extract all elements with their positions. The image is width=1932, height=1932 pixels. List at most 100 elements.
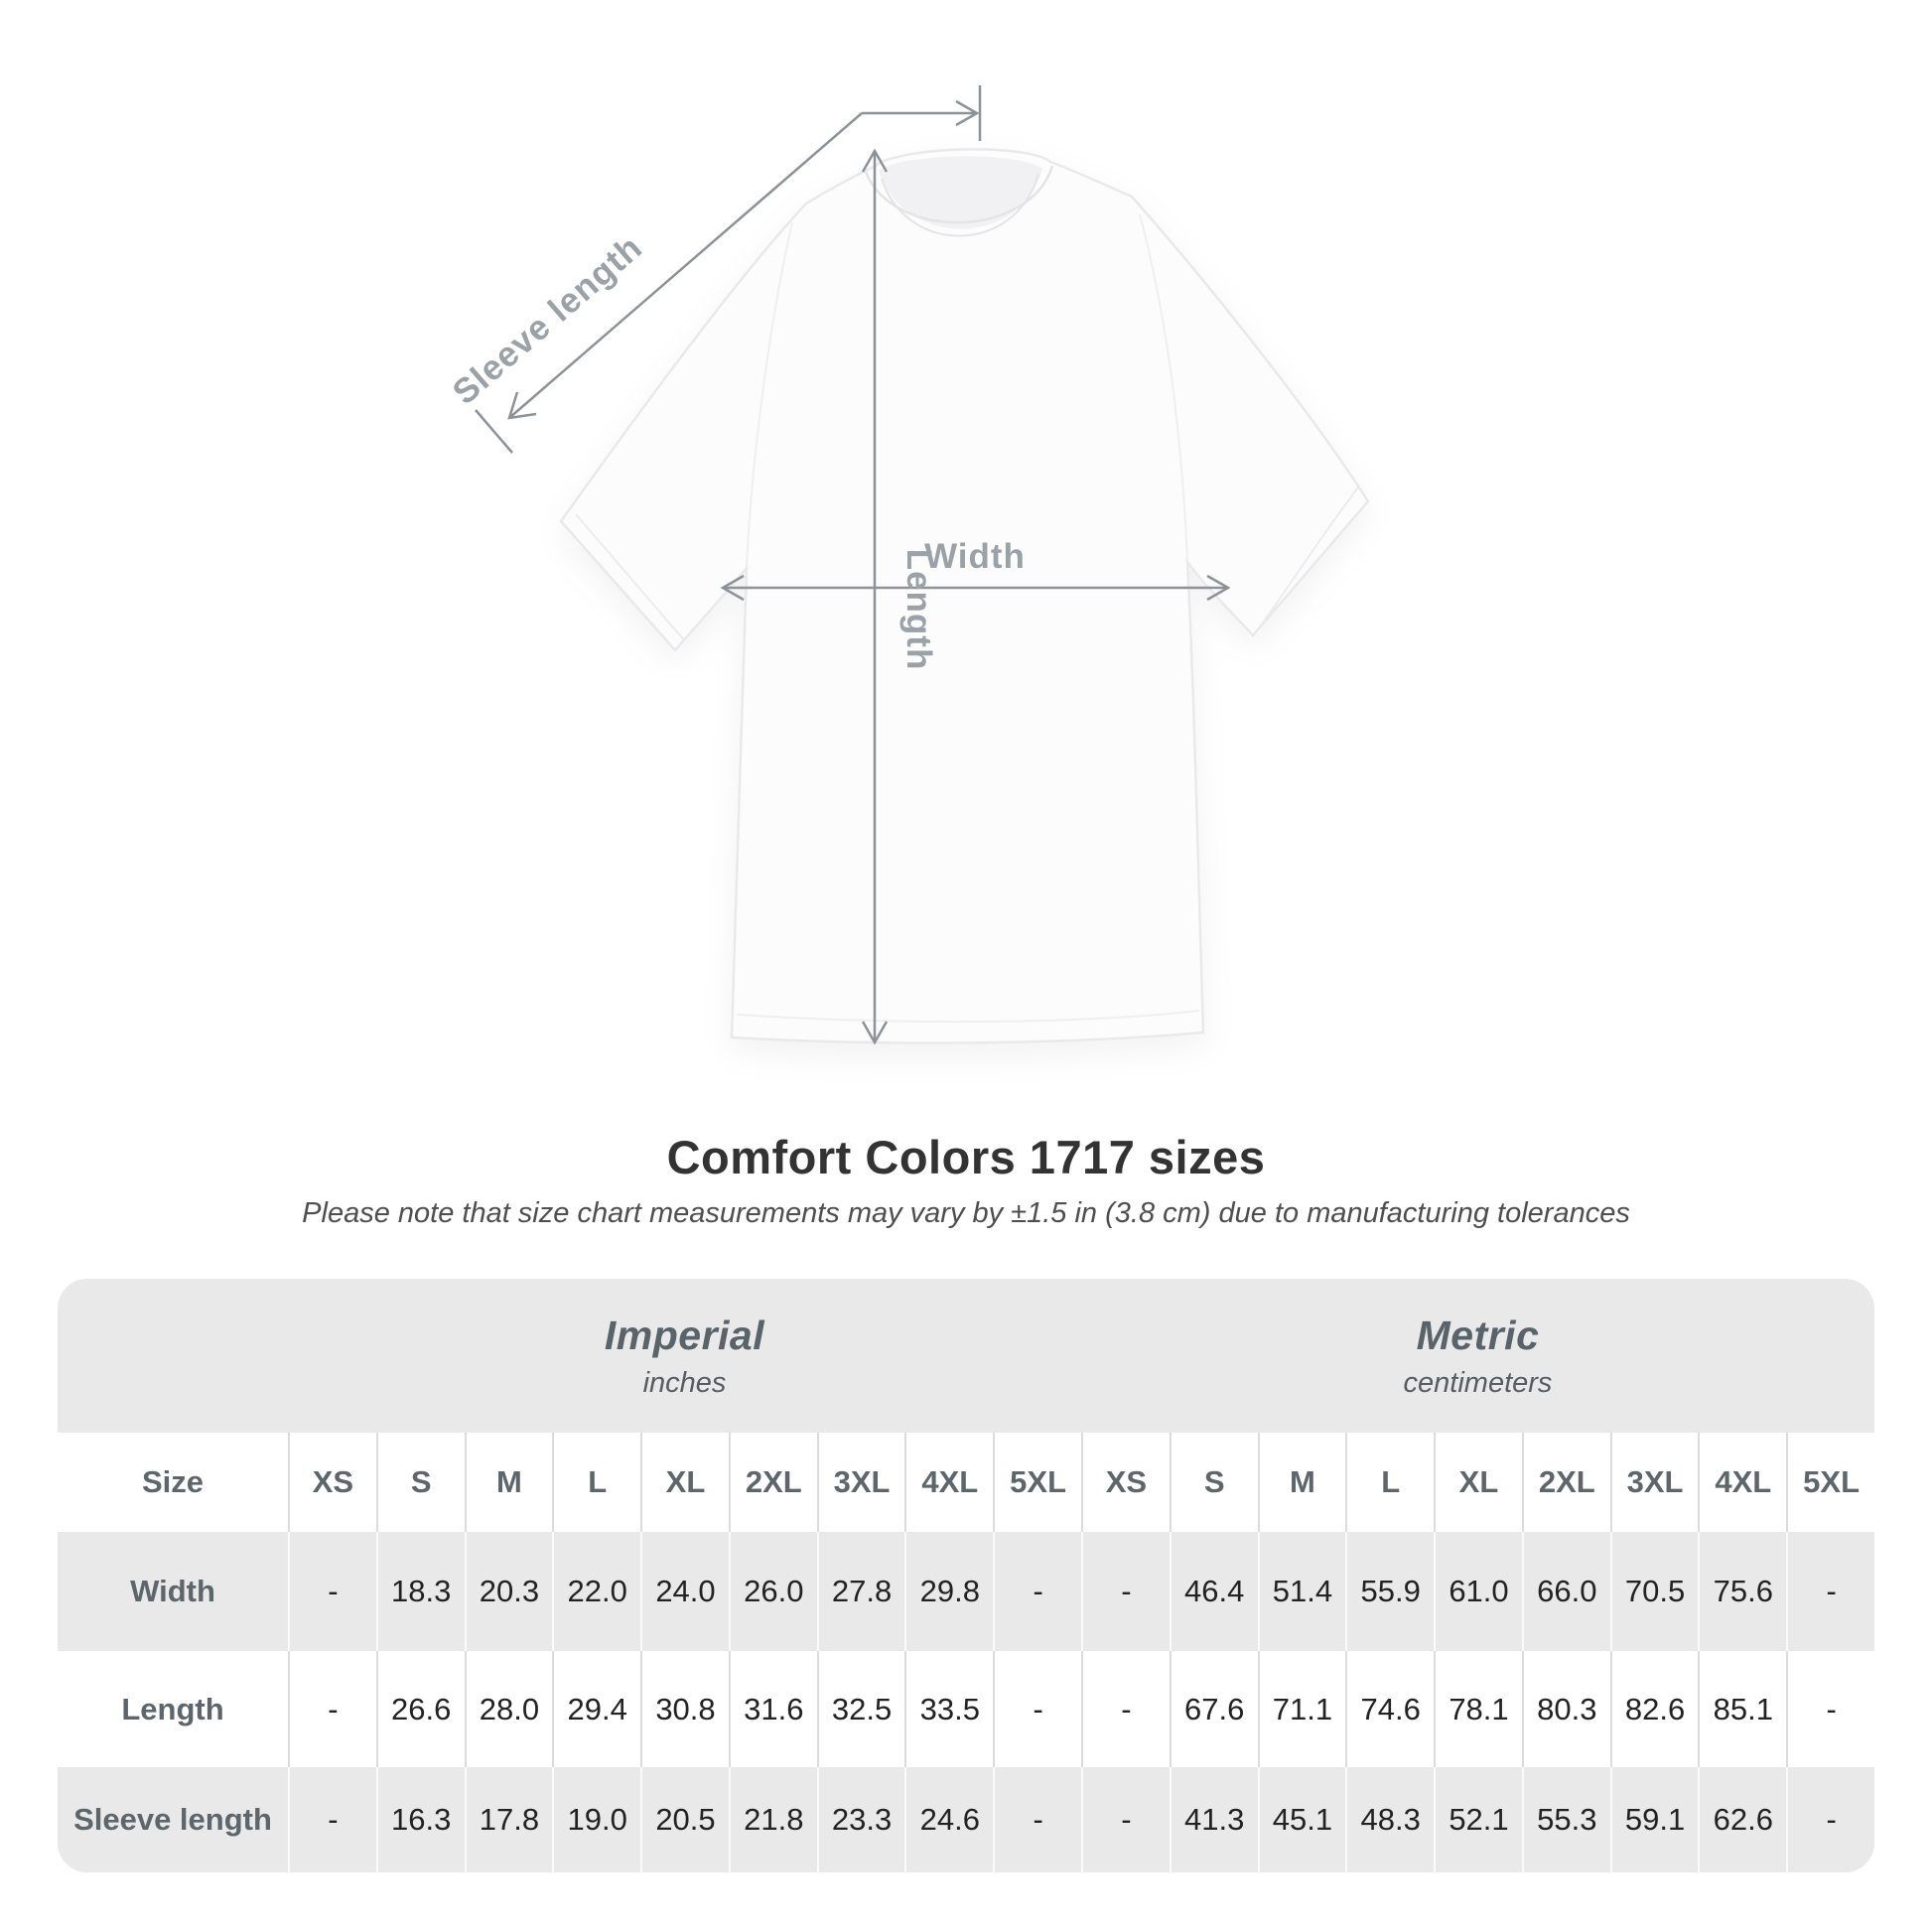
size-header-imperial-m: M <box>464 1433 553 1532</box>
size-column-header: Size <box>58 1433 288 1532</box>
size-header-imperial-4xl: 4XL <box>904 1433 994 1532</box>
left-cuff-seam <box>575 513 686 642</box>
measurement-cell: 61.0 <box>1434 1532 1522 1651</box>
measurement-cell: 20.5 <box>640 1767 729 1872</box>
top-measure-arrow <box>862 85 982 141</box>
measurement-cell: 19.0 <box>552 1767 641 1872</box>
collar-outer-seam <box>864 165 1054 224</box>
size-table: Imperial inches Metric centimeters Size X… <box>58 1279 1874 1872</box>
tshirt-body <box>559 148 1370 1044</box>
width-arrow <box>720 574 1231 602</box>
size-header-metric-xl: XL <box>1434 1433 1522 1532</box>
measurement-cell: 30.8 <box>640 1651 729 1767</box>
measurement-cell: 17.8 <box>464 1767 553 1872</box>
measurement-cell: - <box>993 1532 1081 1651</box>
measurement-cell: 22.0 <box>552 1532 641 1651</box>
measurement-cell: 29.4 <box>552 1651 641 1767</box>
measurement-cell: - <box>993 1651 1081 1767</box>
measurement-cell: 55.3 <box>1521 1767 1610 1872</box>
size-table-panel: Imperial inches Metric centimeters Size X… <box>58 1279 1874 1872</box>
measurement-cell: 48.3 <box>1345 1767 1435 1872</box>
imperial-unit-label: inches <box>642 1366 727 1399</box>
hem-seam <box>736 1010 1200 1024</box>
measurement-cell: 67.6 <box>1169 1651 1258 1767</box>
tshirt-measurement-diagram: Sleeve length Length Width <box>446 85 1370 1045</box>
right-armhole-seam <box>1139 213 1188 561</box>
measurement-cell: - <box>288 1532 376 1651</box>
measurement-cell: 59.1 <box>1609 1767 1699 1872</box>
measurement-cell: 31.6 <box>728 1651 817 1767</box>
row-label-sleeve-length: Sleeve length <box>58 1767 288 1872</box>
measurement-cell: 80.3 <box>1521 1651 1610 1767</box>
measurement-cell: - <box>288 1651 376 1767</box>
measurement-cell: - <box>288 1767 376 1872</box>
measurement-cell: 26.0 <box>728 1532 817 1651</box>
size-header-metric-s: S <box>1169 1433 1258 1532</box>
length-label: Length <box>899 549 938 671</box>
measurement-cell: 32.5 <box>816 1651 905 1767</box>
unit-group-metric: Metric centimeters <box>1081 1279 1874 1433</box>
metric-label: Metric <box>1416 1311 1540 1358</box>
collar-inner-seam <box>881 173 1039 237</box>
measurement-cell: 24.0 <box>640 1532 729 1651</box>
size-header-imperial-xs: XS <box>288 1433 376 1532</box>
size-header-imperial-xl: XL <box>640 1433 729 1532</box>
size-header-metric-xs: XS <box>1081 1433 1170 1532</box>
row-label-width: Width <box>58 1532 288 1651</box>
size-header-imperial-5xl: 5XL <box>993 1433 1081 1532</box>
measurement-cell: 85.1 <box>1698 1651 1787 1767</box>
row-label-length: Length <box>58 1651 288 1767</box>
size-header-imperial-2xl: 2XL <box>728 1433 817 1532</box>
measurement-cell: 24.6 <box>904 1767 994 1872</box>
metric-unit-label: centimeters <box>1403 1366 1553 1399</box>
size-header-metric-2xl: 2XL <box>1521 1433 1610 1532</box>
measurement-cell: 16.3 <box>375 1767 465 1872</box>
right-cuff-seam <box>1260 486 1359 626</box>
diagram-svg: Sleeve length Length Width <box>446 85 1370 1045</box>
measurement-cell: 55.9 <box>1345 1532 1435 1651</box>
measurement-cell: - <box>1081 1767 1170 1872</box>
measurement-cell: 78.1 <box>1434 1651 1522 1767</box>
measurement-cell: 46.4 <box>1169 1532 1258 1651</box>
measurement-cell: - <box>1786 1651 1874 1767</box>
imperial-label: Imperial <box>604 1311 765 1358</box>
measurement-cell: 71.1 <box>1257 1651 1346 1767</box>
measurement-cell: 41.3 <box>1169 1767 1258 1872</box>
measurement-cell: 62.6 <box>1698 1767 1787 1872</box>
measurement-cell: 52.1 <box>1434 1767 1522 1872</box>
measurement-cell: 75.6 <box>1698 1532 1787 1651</box>
measurement-cell: - <box>1081 1651 1170 1767</box>
width-label: Width <box>924 537 1026 576</box>
measurement-cell: - <box>1081 1532 1170 1651</box>
size-header-imperial-3xl: 3XL <box>816 1433 905 1532</box>
measurement-cell: 29.8 <box>904 1532 994 1651</box>
collar-opening <box>879 156 1042 229</box>
left-armhole-seam <box>746 221 793 567</box>
measurement-cell: 70.5 <box>1609 1532 1699 1651</box>
measurement-cell: - <box>993 1767 1081 1872</box>
tshirt-graphic <box>559 148 1370 1044</box>
measurement-cell: 66.0 <box>1521 1532 1610 1651</box>
measurement-cell: 18.3 <box>375 1532 465 1651</box>
length-arrow <box>861 148 889 1045</box>
measurement-cell: 23.3 <box>816 1767 905 1872</box>
page-subtitle: Please note that size chart measurements… <box>302 1197 1630 1229</box>
size-header-metric-4xl: 4XL <box>1698 1433 1787 1532</box>
measurement-cell: 28.0 <box>464 1651 553 1767</box>
measurement-cell: 74.6 <box>1345 1651 1435 1767</box>
measurement-cell: - <box>1786 1532 1874 1651</box>
measurement-cell: 26.6 <box>375 1651 465 1767</box>
measurement-cell: 51.4 <box>1257 1532 1346 1651</box>
measurement-cell: 20.3 <box>464 1532 553 1651</box>
size-header-metric-3xl: 3XL <box>1609 1433 1699 1532</box>
measurement-cell: 33.5 <box>904 1651 994 1767</box>
measurement-cell: - <box>1786 1767 1874 1872</box>
size-header-metric-5xl: 5XL <box>1786 1433 1874 1532</box>
size-header-imperial-s: S <box>375 1433 465 1532</box>
size-header-metric-l: L <box>1345 1433 1435 1532</box>
unit-group-imperial: Imperial inches <box>288 1279 1081 1433</box>
measurement-cell: 82.6 <box>1609 1651 1699 1767</box>
unit-header-spacer <box>58 1279 288 1433</box>
size-header-metric-m: M <box>1257 1433 1346 1532</box>
measurement-cell: 27.8 <box>816 1532 905 1651</box>
